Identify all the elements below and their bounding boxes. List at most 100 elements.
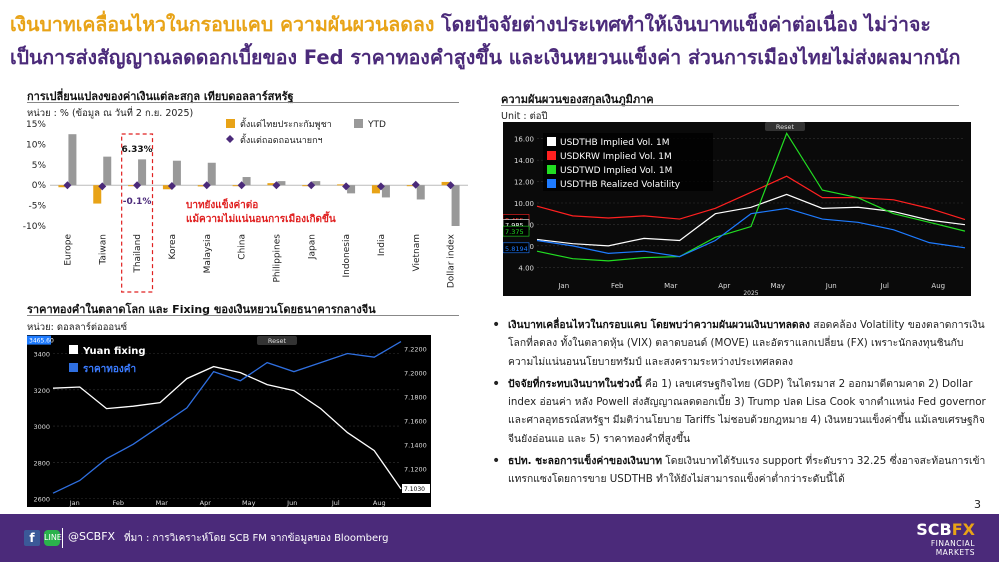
bar-since-border-conflict: [162, 185, 171, 190]
series-line: [52, 341, 402, 494]
legend-swatch: [547, 179, 556, 188]
legend-swatch: [547, 151, 556, 160]
facebook-icon[interactable]: f: [24, 530, 40, 546]
annotation-line2: แม้ความไม่แน่นอนการเมืองเกิดขึ้น: [186, 211, 336, 225]
marker-since-pm-removal: [446, 181, 455, 190]
x-tick-label: Jul: [331, 499, 340, 507]
marker-since-pm-removal: [63, 181, 72, 190]
y-tick-label: 12.00: [514, 179, 534, 187]
bar-ytd: [347, 185, 356, 194]
commentary-bold: เงินบาทเคลื่อนไหวในกรอบแคบ โดยพบว่าความผ…: [508, 319, 810, 331]
legend-swatch-gray: [354, 119, 363, 128]
logo-sub2: MARKETS: [935, 548, 975, 557]
fx-panel-rule: [27, 102, 459, 103]
commentary-text: สอดคล้อง Volatility ของตลาดการเงินโลกที่…: [508, 319, 985, 368]
commentary-text: โดยเงินบาทได้รับแรง support ที่ระดับราว …: [508, 455, 986, 486]
x-tick-label: Malaysia: [203, 234, 213, 273]
legend-label: USDKRW Implied Vol. 1M: [560, 152, 672, 162]
page-number: 3: [974, 498, 981, 511]
y-tick-label: 15%: [26, 120, 46, 130]
bar-since-border-conflict: [58, 185, 67, 188]
marker-since-pm-removal: [202, 181, 211, 190]
marker-since-pm-removal: [98, 182, 107, 191]
footer-bar: f LINE @SCBFX ที่มา : การวิเคราะห์โดย SC…: [0, 514, 999, 562]
x-tick-label: Mar: [156, 499, 169, 507]
bar-since-border-conflict: [197, 185, 206, 187]
y-tick-label: 4.00: [518, 264, 534, 272]
legend-swatch: [69, 345, 78, 354]
bar-since-border-conflict: [232, 185, 241, 187]
marker-since-pm-removal: [272, 181, 281, 190]
legend-label: Yuan fixing: [82, 346, 146, 357]
commentary-list: เงินบาทเคลื่อนไหวในกรอบแคบ โดยพบว่าความผ…: [492, 316, 988, 493]
legend-box: [543, 133, 713, 191]
source-note: ที่มา : การวิเคราะห์โดย SCB FM จากข้อมูล…: [124, 533, 389, 544]
x-tick-label: Philippines: [272, 234, 282, 283]
social-handle[interactable]: @SCBFX: [68, 530, 116, 543]
legend-label: USDTHB Implied Vol. 1M: [560, 138, 669, 148]
bar-ytd: [277, 181, 286, 186]
y-right-tick-label: 7.1800: [404, 394, 427, 402]
x-tick-label: May: [242, 499, 256, 507]
legend-label: USDTWD Implied Vol. 1M: [560, 166, 672, 176]
fx-panel-unit: หน่วย : % (ข้อมูล ณ วันที่ 2 ก.ย. 2025): [27, 108, 194, 119]
bar-ytd: [68, 134, 77, 186]
bar-ytd: [207, 162, 216, 186]
x-tick-label: Apr: [200, 499, 212, 507]
commentary-text: คือ 1) เลขเศรษฐกิจไทย (GDP) ในไตรมาส 2 อ…: [508, 377, 986, 445]
bar-since-border-conflict: [337, 184, 346, 186]
x-tick-label: Feb: [611, 282, 624, 290]
y-left-tick-label: 3000: [33, 423, 50, 431]
x-tick-label: Jun: [286, 499, 297, 507]
x-tick-label: Indonesia: [342, 234, 352, 278]
footer-divider: [62, 528, 63, 548]
marker-since-pm-removal: [342, 182, 351, 191]
thailand-ytd-label: 6.33%: [121, 145, 152, 155]
vol-panel-title: ความผันผวนของสกุลเงินภูมิภาค: [501, 93, 654, 106]
x-tick-label: Dollar index: [447, 233, 457, 288]
marker-since-pm-removal: [411, 180, 420, 189]
bar-ytd: [172, 160, 181, 186]
bar-since-border-conflict: [267, 183, 276, 186]
x-tick-label: Jul: [880, 282, 890, 290]
commentary-item: ธปท. ชะลอการแข็งค่าของเงินบาท โดยเงินบาท…: [492, 452, 988, 489]
line-icon[interactable]: LINE: [44, 530, 62, 546]
x-tick-label: Aug: [931, 282, 945, 290]
last-value-label-left: 3465.60: [29, 338, 54, 345]
y-right-tick-label: 7.2200: [404, 346, 427, 354]
reset-button: [257, 336, 297, 345]
marker-since-pm-removal: [237, 181, 246, 190]
reset-button: [765, 122, 805, 131]
marker-since-pm-removal: [167, 182, 176, 191]
logo-sub1: FINANCIAL: [930, 539, 975, 548]
legend-swatch-orange: [226, 119, 235, 128]
x-axis-year: 2025: [743, 290, 758, 296]
y-left-tick-label: 3400: [33, 351, 50, 359]
y-right-tick-label: 7.1600: [404, 418, 427, 426]
x-tick-label: Feb: [112, 499, 124, 507]
marker-since-pm-removal: [307, 181, 316, 190]
bar-ytd: [138, 159, 147, 186]
legend-swatch-diamond: [226, 135, 234, 143]
bar-since-border-conflict: [128, 185, 137, 187]
logo-scb: SCB: [916, 520, 952, 539]
last-value-badge: [503, 225, 530, 237]
bar-ytd: [416, 185, 425, 200]
commentary-item: ปัจจัยที่กระทบเงินบาทในช่วงนี้ คือ 1) เล…: [492, 375, 988, 448]
y-left-tick-label: 2600: [33, 496, 50, 504]
bar-ytd: [451, 185, 460, 226]
x-tick-label: Europe: [63, 234, 73, 266]
last-value-badge-left: [27, 335, 51, 345]
x-tick-label: Korea: [168, 234, 178, 260]
logo-fx: FX: [951, 520, 975, 539]
y-tick-label: 0%: [32, 181, 47, 191]
y-tick-label: 10%: [26, 140, 46, 150]
reset-label: Reset: [776, 123, 795, 131]
y-tick-label: 16.00: [514, 136, 534, 144]
marker-since-pm-removal: [376, 182, 385, 191]
social-icons: f LINE: [24, 530, 62, 546]
y-tick-label: 5%: [32, 161, 47, 171]
series-line: [536, 193, 966, 247]
y-right-tick-label: 7.2000: [404, 370, 427, 378]
legend-label-diamond: ตั้งแต่ถอดถอนนายกฯ: [240, 133, 323, 146]
